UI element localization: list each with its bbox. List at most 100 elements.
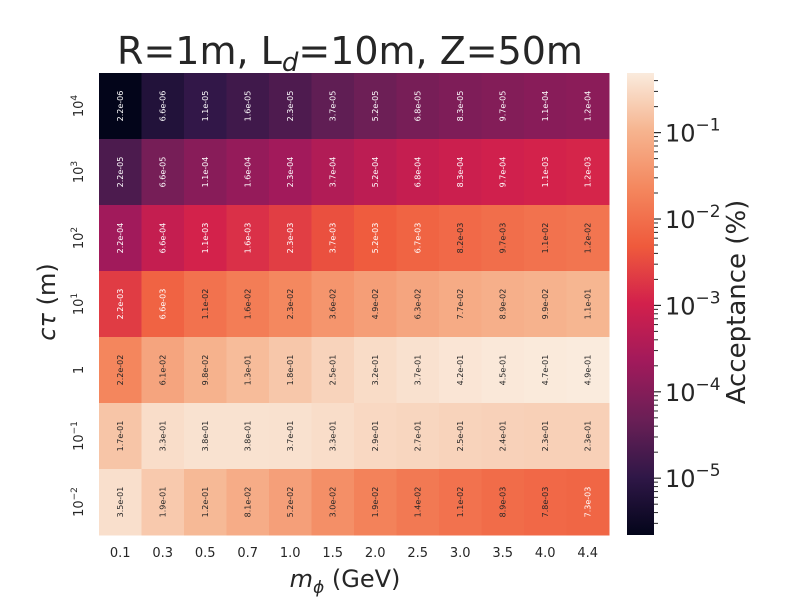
heatmap-cell [354, 403, 397, 470]
heatmap-cell [311, 403, 355, 470]
heatmap-cell [481, 73, 525, 140]
cell-value-label: 8.3e-04 [456, 157, 465, 188]
heatmap-cell [269, 139, 312, 206]
heatmap-cell [311, 73, 355, 140]
x-tick-label: 3.5 [492, 546, 513, 561]
heatmap-cell [566, 139, 610, 206]
cell-value-label: 1.1e-02 [201, 289, 210, 320]
x-tick-label: 2.0 [365, 546, 386, 561]
cell-value-label: 6.8e-04 [413, 157, 422, 188]
heatmap-cell [184, 469, 227, 536]
cell-value-label: 9.8e-02 [201, 355, 210, 386]
y-tick-label: 103 [70, 161, 87, 183]
heatmap-cell [141, 139, 185, 206]
cell-value-label: 3.3e-01 [158, 421, 167, 452]
cell-value-label: 1.1e-03 [201, 223, 210, 254]
colorbar-tick-label: 10−3 [665, 288, 721, 320]
cell-value-label: 2.2e-05 [116, 157, 125, 188]
chart-title: R=1m, Ld=10m, Z=50m [117, 29, 583, 78]
cell-value-label: 1.6e-04 [243, 157, 252, 188]
cell-value-label: 6.8e-05 [413, 91, 422, 122]
x-tick-label: 1.0 [280, 546, 301, 561]
x-tick-label: 0.7 [237, 546, 258, 561]
cell-value-label: 8.3e-05 [456, 91, 465, 122]
cell-value-label: 6.3e-02 [413, 289, 422, 320]
y-axis-label: cτ (m) [33, 263, 61, 340]
heatmap-cell [524, 469, 567, 536]
heatmap-cell [269, 469, 312, 536]
heatmap-cell [566, 271, 610, 338]
heatmap-cell [396, 73, 440, 140]
cell-value-label: 2.5e-01 [328, 355, 337, 386]
cell-value-label: 5.2e-05 [371, 91, 380, 122]
cell-value-label: 6.6e-03 [158, 289, 167, 320]
cell-value-label: 1.2e-03 [583, 157, 592, 188]
cell-value-label: 2.3e-01 [583, 421, 592, 452]
heatmap-cell [439, 337, 482, 404]
heatmap-cell [439, 73, 482, 140]
cell-value-label: 6.6e-05 [158, 157, 167, 188]
colorbar-minor-ticks [654, 80, 658, 524]
heatmap-cell [566, 73, 610, 140]
cell-value-label: 3.3e-01 [328, 421, 337, 452]
heatmap-cell [481, 271, 525, 338]
cell-value-label: 1.3e-01 [243, 355, 252, 386]
heatmap-cell-labels: 2.2e-06 6.6e-06 1.1e-05 1.6e-05 2.3e-05 3.7e-… [116, 91, 593, 518]
heatmap-cell [141, 205, 185, 272]
colorbar-tick-label: 10−2 [665, 202, 721, 234]
heatmap-cell [269, 205, 312, 272]
heatmap-cell [439, 139, 482, 206]
x-tick-label: 4.4 [577, 546, 598, 561]
heatmap-cell [99, 73, 142, 140]
heatmap-cell [481, 337, 525, 404]
colorbar-tick-label: 10−4 [665, 375, 721, 407]
heatmap-cell [99, 337, 142, 404]
heatmap-cell [311, 271, 355, 338]
cell-value-label: 1.2e-04 [583, 91, 592, 122]
heatmap-cells [99, 73, 610, 536]
cell-value-label: 3.6e-02 [328, 289, 337, 320]
cell-value-label: 9.7e-04 [498, 157, 507, 188]
heatmap-cell [226, 139, 270, 206]
heatmap-cell [141, 403, 185, 470]
heatmap-cell [354, 205, 397, 272]
heatmap-cell [226, 271, 270, 338]
cell-value-label: 6.7e-03 [413, 223, 422, 254]
heatmap-cell [354, 469, 397, 536]
cell-value-label: 1.6e-05 [243, 91, 252, 122]
cell-value-label: 8.1e-02 [243, 487, 252, 518]
cell-value-label: 1.8e-01 [286, 355, 295, 386]
y-tick-label: 1 [72, 366, 87, 374]
heatmap-cell [481, 469, 525, 536]
heatmap-cell [354, 337, 397, 404]
heatmap-cell [396, 139, 440, 206]
cell-value-label: 9.9e-02 [541, 289, 550, 320]
colorbar-label: Acceptance (%) [722, 200, 752, 405]
heatmap-cell [99, 403, 142, 470]
heatmap-cell [226, 403, 270, 470]
cell-value-label: 5.2e-02 [286, 487, 295, 518]
cell-value-label: 6.1e-02 [158, 355, 167, 386]
cell-value-label: 4.2e-01 [456, 355, 465, 386]
cell-value-label: 1.1e-05 [201, 91, 210, 122]
heatmap-cell [354, 271, 397, 338]
heatmap-cell [396, 271, 440, 338]
colorbar [627, 73, 654, 535]
cell-value-label: 2.3e-04 [286, 157, 295, 188]
cell-value-label: 3.5e-01 [116, 487, 125, 518]
heatmap-cell [524, 139, 567, 206]
heatmap-cell [141, 73, 185, 140]
heatmap-cell [269, 403, 312, 470]
heatmap-cell [226, 205, 270, 272]
cell-value-label: 2.2e-06 [116, 91, 125, 122]
y-tick-labels: 104 103 102 101 1 10−1 10−2 [70, 95, 87, 517]
heatmap-cell [311, 337, 355, 404]
cell-value-label: 7.7e-02 [456, 289, 465, 320]
y-tick-label: 101 [70, 293, 87, 315]
cell-value-label: 5.2e-03 [371, 223, 380, 254]
heatmap-cell [439, 403, 482, 470]
heatmap-cell [396, 337, 440, 404]
heatmap-cell [524, 205, 567, 272]
cell-value-label: 8.9e-02 [498, 289, 507, 320]
heatmap-cell [566, 403, 610, 470]
